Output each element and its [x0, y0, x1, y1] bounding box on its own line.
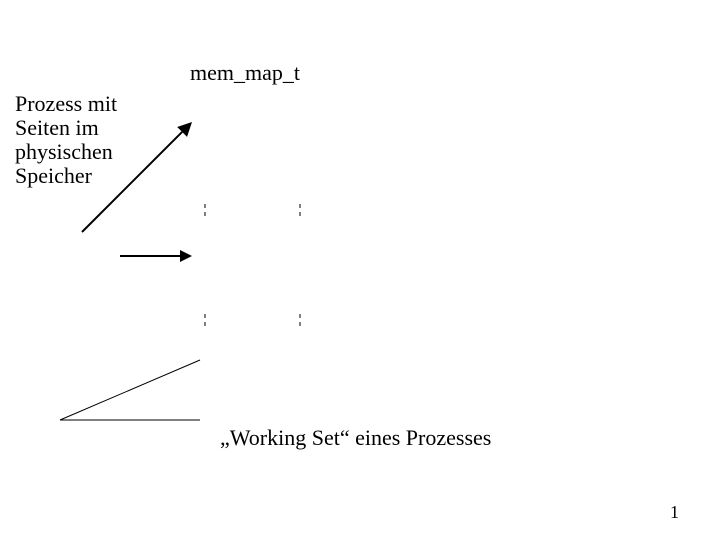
- diagram-svg: [0, 0, 720, 540]
